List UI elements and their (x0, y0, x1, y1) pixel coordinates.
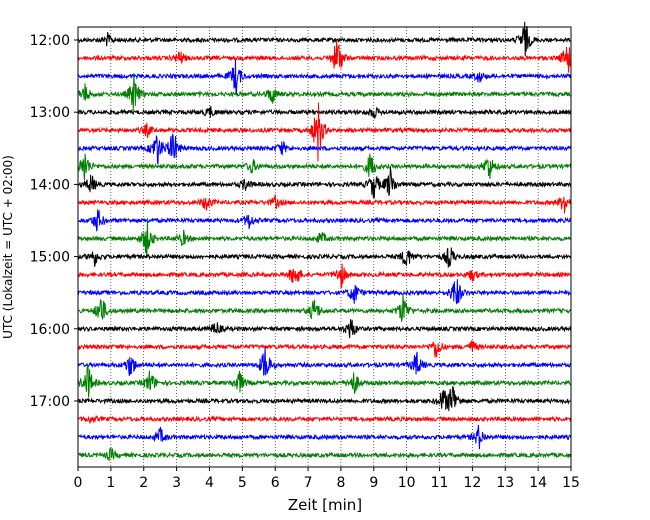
x-tick-label: 5 (238, 475, 247, 491)
trace-row (77, 133, 572, 165)
x-tick-label: 8 (336, 475, 345, 491)
trace-row (77, 424, 572, 450)
trace-row (77, 218, 572, 259)
y-tick-label: 15:00 (30, 250, 70, 266)
x-tick-label: 15 (562, 475, 580, 491)
trace-row (77, 102, 572, 162)
trace-row (77, 340, 572, 358)
x-tick-label: 6 (271, 475, 280, 491)
trace-row (77, 319, 572, 338)
trace-row (77, 294, 572, 322)
y-tick-label: 16:00 (30, 322, 70, 338)
x-tick-label: 3 (172, 475, 181, 491)
trace-row (77, 21, 572, 57)
x-tick-label: 1 (106, 475, 115, 491)
x-tick-label: 9 (369, 475, 378, 491)
trace-row (77, 247, 572, 268)
x-axis-label: Zeit [min] (288, 496, 362, 514)
y-axis-ticks: 12:00 13:00 14:00 15:00 16:00 17:00 (30, 33, 78, 410)
x-tick-label: 2 (139, 475, 148, 491)
x-tick-label: 13 (496, 475, 514, 491)
trace-row (77, 209, 572, 232)
trace-row (77, 263, 572, 289)
trace-row (77, 347, 572, 377)
trace-row (77, 105, 572, 119)
trace-rows (77, 21, 572, 461)
trace-row (77, 447, 572, 461)
trace-row (77, 279, 572, 305)
x-tick-label: 10 (398, 475, 416, 491)
y-axis-label: UTC (Lokalzeit = UTC + 02:00) (1, 155, 15, 339)
trace-row (77, 59, 572, 95)
plot-frame (77, 26, 572, 468)
trace-row (77, 73, 572, 111)
x-tick-label: 0 (74, 475, 83, 491)
trace-row (77, 194, 572, 214)
x-axis-ticks: 0 1 2 3 4 5 6 7 8 9 10 11 12 13 14 15 (74, 467, 580, 491)
x-tick-label: 14 (529, 475, 547, 491)
trace-row (77, 153, 572, 181)
trace-row (77, 414, 572, 424)
y-tick-label: 17:00 (30, 394, 70, 410)
trace-row (77, 385, 572, 412)
x-tick-label: 7 (304, 475, 313, 491)
trace-row (77, 40, 572, 73)
x-tick-label: 11 (431, 475, 449, 491)
x-tick-label: 4 (205, 475, 214, 491)
y-tick-label: 14:00 (30, 177, 70, 193)
x-tick-label: 12 (463, 475, 481, 491)
y-tick-label: 12:00 (30, 33, 70, 49)
y-tick-label: 13:00 (30, 105, 70, 121)
trace-row (77, 166, 572, 199)
trace-row (77, 363, 572, 398)
